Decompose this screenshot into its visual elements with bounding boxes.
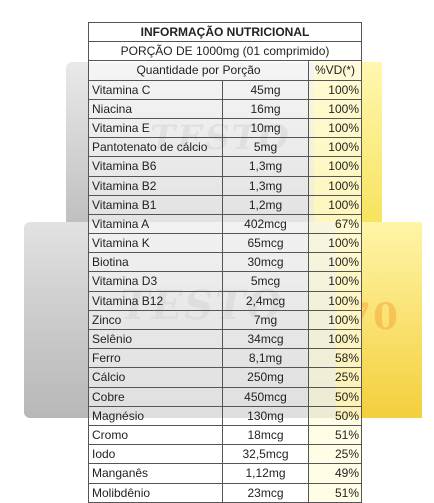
table-row: Vitamina B12 2,4mcg 100%: [89, 291, 362, 311]
nutrition-table: INFORMAÇÃO NUTRICIONAL PORÇÃO DE 1000mg …: [88, 22, 362, 503]
nutrient-vd: 50%: [309, 406, 362, 426]
nutrient-name: Vitamina E: [89, 118, 223, 139]
table-row: Cálcio 250mg 25%: [89, 368, 362, 388]
table-row: Selênio 34mcg 100%: [89, 330, 362, 350]
table-row: Vitamina C 45mg 100%: [89, 80, 362, 100]
nutrient-name: Niacina: [89, 99, 223, 119]
nutrient-name: Vitamina B1: [89, 195, 223, 215]
nutrient-vd: 100%: [309, 80, 362, 100]
nutrient-amount: 1,3mg: [223, 157, 309, 177]
nutrient-amount: 250mg: [223, 368, 309, 388]
nutrient-amount: 1,3mg: [223, 176, 309, 196]
nutrient-amount: 5mcg: [223, 272, 309, 292]
nutrient-vd: 100%: [309, 176, 362, 196]
table-row: Cromo 18mcg 51%: [89, 425, 362, 446]
nutrient-name: Iodo: [89, 445, 223, 465]
nutrient-name: Vitamina A: [89, 214, 223, 235]
nutrient-vd: 25%: [309, 368, 362, 388]
table-row: Molibdênio 23mcg 51%: [89, 483, 362, 503]
table-row: Cobre 450mcg 50%: [89, 387, 362, 407]
table-row: Iodo 32,5mcg 25%: [89, 445, 362, 465]
table-row: Vitamina A 402mcg 67%: [89, 214, 362, 235]
nutrient-amount: 2,4mcg: [223, 291, 309, 311]
nutrient-name: Magnésio: [89, 406, 223, 426]
nutrient-name: Vitamina B2: [89, 176, 223, 196]
table-title: INFORMAÇÃO NUTRICIONAL: [89, 23, 362, 43]
nutrient-vd: 100%: [309, 234, 362, 254]
nutrient-name: Vitamina D3: [89, 272, 223, 292]
nutrient-name: Ferro: [89, 349, 223, 369]
nutrient-name: Cobre: [89, 387, 223, 407]
nutrient-name: Vitamina B12: [89, 291, 223, 311]
nutrient-name: Vitamina C: [89, 80, 223, 100]
nutrient-vd: 100%: [309, 118, 362, 139]
nutrient-vd: 49%: [309, 464, 362, 484]
nutrient-vd: 100%: [309, 157, 362, 177]
table-row: Niacina 16mg 100%: [89, 99, 362, 119]
nutrient-vd: 67%: [309, 214, 362, 235]
nutrient-name: Selênio: [89, 330, 223, 350]
nutrient-vd: 100%: [309, 195, 362, 215]
header-vd: %VD(*): [309, 61, 362, 81]
nutrient-amount: 402mcg: [223, 214, 309, 235]
nutrient-vd: 100%: [309, 330, 362, 350]
nutrient-amount: 45mg: [223, 80, 309, 100]
nutrient-amount: 5mg: [223, 138, 309, 158]
nutrient-name: Cálcio: [89, 368, 223, 388]
header-row: Quantidade por Porção %VD(*): [89, 61, 362, 81]
nutrient-vd: 50%: [309, 387, 362, 407]
nutrient-amount: 450mcg: [223, 387, 309, 407]
table-row: Vitamina B2 1,3mg 100%: [89, 176, 362, 196]
nutrient-vd: 100%: [309, 138, 362, 158]
table-row: Ferro 8,1mg 58%: [89, 349, 362, 369]
nutrient-name: Manganês: [89, 464, 223, 484]
nutrient-vd: 100%: [309, 310, 362, 330]
nutrient-amount: 10mg: [223, 118, 309, 139]
nutrient-name: Vitamina B6: [89, 157, 223, 177]
table-row: Pantotenato de cálcio 5mg 100%: [89, 138, 362, 158]
nutrient-name: Pantotenato de cálcio: [89, 138, 223, 158]
nutrient-vd: 100%: [309, 272, 362, 292]
nutrient-amount: 30mcg: [223, 253, 309, 273]
table-row: Vitamina E 10mg 100%: [89, 118, 362, 139]
table-row: Vitamina D3 5mcg 100%: [89, 272, 362, 292]
nutrient-vd: 100%: [309, 99, 362, 119]
nutrient-amount: 130mg: [223, 406, 309, 426]
nutrient-vd: 25%: [309, 445, 362, 465]
table-row: Zinco 7mg 100%: [89, 310, 362, 330]
portion-row: PORÇÃO DE 1000mg (01 comprimido): [89, 42, 362, 62]
table-row: Magnésio 130mg 50%: [89, 406, 362, 426]
nutrient-amount: 7mg: [223, 310, 309, 330]
nutrient-amount: 32,5mcg: [223, 445, 309, 465]
nutrient-name: Cromo: [89, 425, 223, 446]
nutrient-amount: 65mcg: [223, 234, 309, 254]
nutrient-amount: 34mcg: [223, 330, 309, 350]
nutrient-amount: 18mcg: [223, 425, 309, 446]
nutrient-amount: 1,12mg: [223, 464, 309, 484]
table-row: Vitamina K 65mcg 100%: [89, 234, 362, 254]
nutrient-name: Biotina: [89, 253, 223, 273]
nutrient-amount: 1,2mg: [223, 195, 309, 215]
nutrient-vd: 100%: [309, 253, 362, 273]
table-row: Manganês 1,12mg 49%: [89, 464, 362, 484]
nutrient-name: Zinco: [89, 310, 223, 330]
table-row: Biotina 30mcg 100%: [89, 253, 362, 273]
table-row: Vitamina B1 1,2mg 100%: [89, 195, 362, 215]
nutrient-amount: 16mg: [223, 99, 309, 119]
table-title-row: INFORMAÇÃO NUTRICIONAL: [89, 23, 362, 43]
nutrient-amount: 8,1mg: [223, 349, 309, 369]
header-quantity: Quantidade por Porção: [89, 61, 309, 81]
nutrient-vd: 100%: [309, 291, 362, 311]
nutrient-vd: 51%: [309, 425, 362, 446]
table-row: Vitamina B6 1,3mg 100%: [89, 157, 362, 177]
nutrient-name: Vitamina K: [89, 234, 223, 254]
portion-text: PORÇÃO DE 1000mg (01 comprimido): [89, 42, 362, 62]
nutrient-vd: 58%: [309, 349, 362, 369]
